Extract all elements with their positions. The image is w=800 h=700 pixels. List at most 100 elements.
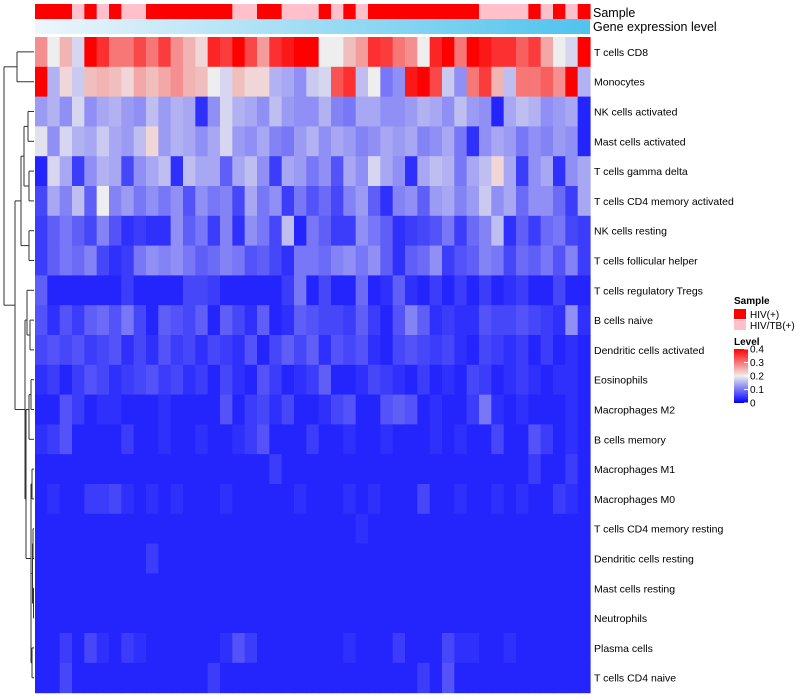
heatmap-cell	[257, 66, 270, 98]
heatmap-cell	[281, 454, 295, 485]
heatmap-cell	[466, 394, 480, 425]
heatmap-cell	[466, 424, 480, 455]
heatmap-cell	[368, 424, 381, 455]
heatmap-cell	[343, 335, 357, 366]
heatmap-cell	[158, 513, 172, 545]
heatmap-cell	[281, 394, 295, 425]
heatmap-cell	[392, 543, 406, 574]
heatmap-cell	[565, 424, 579, 455]
heatmap-cell	[380, 394, 394, 425]
heatmap-cell	[72, 424, 85, 455]
heatmap-cell	[565, 633, 579, 664]
heatmap-cell	[540, 394, 554, 425]
sample-annotation-cell	[294, 4, 307, 19]
heatmap-cell	[207, 215, 221, 247]
heatmap-cell	[306, 66, 320, 98]
sample-annotation-cell	[392, 4, 406, 19]
heatmap-cell	[405, 394, 418, 425]
heatmap-cell	[516, 662, 529, 694]
heatmap-cell	[244, 335, 258, 366]
heatmap-cell	[281, 215, 295, 247]
heatmap-cell	[368, 305, 381, 336]
heatmap-cell	[269, 275, 283, 306]
heatmap-cell	[503, 335, 517, 366]
row-label: T cells CD4 memory activated	[594, 196, 734, 208]
heatmap-cell	[417, 513, 431, 545]
heatmap-cell	[257, 37, 270, 68]
heatmap-cell	[516, 364, 529, 396]
heatmap-cell	[294, 305, 307, 336]
heatmap-cell	[503, 275, 517, 306]
heatmap-cell	[207, 424, 221, 455]
heatmap-cell	[207, 126, 221, 157]
heatmap-cell	[183, 662, 196, 694]
heatmap-cell	[294, 662, 307, 694]
heatmap-cell	[158, 66, 172, 98]
heatmap-cell	[355, 126, 369, 157]
heatmap-cell	[183, 454, 196, 485]
heatmap-cell	[183, 543, 196, 574]
heatmap-cell	[220, 364, 233, 396]
heatmap-cell	[318, 126, 332, 157]
heatmap-cell	[294, 364, 307, 396]
heatmap-cell	[528, 156, 542, 187]
heatmap-cell	[170, 543, 184, 574]
heatmap-cell	[72, 633, 85, 664]
heatmap-cell	[503, 37, 517, 68]
heatmap-cell	[306, 275, 320, 306]
legend-tick-label: 0.4	[750, 345, 764, 356]
heatmap-cell	[528, 364, 542, 396]
heatmap-cell	[392, 126, 406, 157]
heatmap-cell	[133, 275, 147, 306]
heatmap-cell	[331, 245, 344, 276]
heatmap-cell	[540, 126, 554, 157]
heatmap-cell	[146, 484, 159, 515]
heatmap-cell	[331, 513, 344, 545]
heatmap-cell	[96, 156, 110, 187]
heatmap-cell	[553, 275, 566, 306]
heatmap-cell	[294, 186, 307, 217]
heatmap-cell	[343, 573, 357, 604]
heatmap-cell	[72, 305, 85, 336]
heatmap-cell	[565, 186, 579, 217]
heatmap-cell	[207, 364, 221, 396]
heatmap-cell	[257, 394, 270, 425]
heatmap-cell	[183, 633, 196, 664]
heatmap-cell	[84, 215, 98, 247]
heatmap-cell	[269, 66, 283, 98]
heatmap-cell	[479, 186, 492, 217]
heatmap-cell	[146, 37, 159, 68]
heatmap-cell	[269, 364, 283, 396]
heatmap-cell	[442, 305, 455, 336]
heatmap-cell	[540, 484, 554, 515]
heatmap-cell	[528, 662, 542, 694]
heatmap-cell	[146, 513, 159, 545]
heatmap-cell	[466, 633, 480, 664]
heatmap-cell	[281, 573, 295, 604]
sample-annotation-cell	[35, 4, 48, 19]
heatmap-cell	[454, 543, 468, 574]
heatmap-cell	[577, 66, 591, 98]
heatmap-cell	[553, 633, 566, 664]
heatmap-cell	[392, 573, 406, 604]
heatmap-cell	[454, 215, 468, 247]
heatmap-cell	[392, 424, 406, 455]
heatmap-cell	[72, 215, 85, 247]
heatmap-cell	[59, 364, 73, 396]
heatmap-cell	[565, 156, 579, 187]
heatmap-cell	[195, 424, 209, 455]
heatmap-cell	[158, 96, 172, 127]
heatmap-cell	[220, 245, 233, 276]
heatmap-cell	[244, 96, 258, 127]
heatmap-cell	[281, 96, 295, 127]
heatmap-cell	[244, 633, 258, 664]
heatmap-cell	[207, 335, 221, 366]
heatmap-cell	[380, 275, 394, 306]
legend-label: HIV(+)	[750, 310, 779, 321]
heatmap-cell	[491, 275, 505, 306]
heatmap-cell	[380, 96, 394, 127]
heatmap-cell	[220, 305, 233, 336]
heatmap-cell	[503, 633, 517, 664]
sample-annotation-cell	[528, 4, 542, 19]
heatmap-cell	[429, 513, 443, 545]
